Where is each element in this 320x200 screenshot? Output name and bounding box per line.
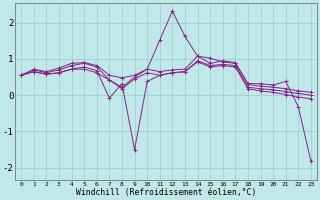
X-axis label: Windchill (Refroidissement éolien,°C): Windchill (Refroidissement éolien,°C)	[76, 188, 256, 197]
